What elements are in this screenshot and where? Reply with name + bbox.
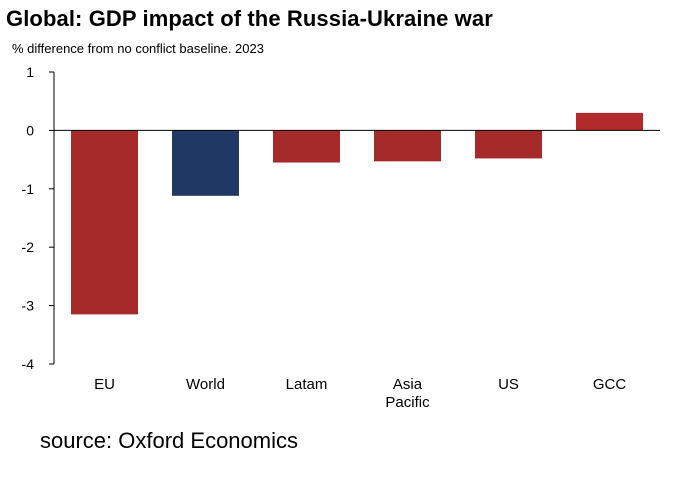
x-tick-label: EU [94, 376, 115, 393]
y-tick-label: -2 [22, 239, 35, 255]
y-tick-label: -4 [22, 356, 35, 372]
bar-chart: 1 0 -1 -2 -3 -4 EU World Latam Asia Pacific US GCC [22, 64, 660, 411]
bar-us [475, 130, 542, 159]
source-note: source: Oxford Economics [40, 428, 298, 453]
x-axis: EU World Latam Asia Pacific US GCC [54, 129, 660, 411]
bar-latam [273, 130, 340, 163]
chart-title: Global: GDP impact of the Russia-Ukraine… [6, 6, 493, 31]
x-tick-label: GCC [593, 376, 627, 393]
bar-world [172, 130, 239, 196]
y-tick-label: -1 [22, 181, 35, 197]
y-tick-label: -3 [22, 298, 35, 314]
bar-gcc [576, 112, 643, 131]
y-tick-label: 1 [26, 64, 34, 80]
chart-subtitle: % difference from no conflict baseline. … [12, 41, 264, 56]
x-tick-label: Asia Pacific [385, 376, 430, 411]
y-tick-label: 0 [26, 122, 34, 138]
x-tick-label: World [186, 376, 225, 393]
bar-asia-pacific [374, 130, 441, 162]
bars [71, 112, 643, 315]
x-tick-label: Latam [286, 376, 328, 393]
x-tick-label: US [498, 376, 519, 393]
y-axis: 1 0 -1 -2 -3 -4 [22, 64, 55, 372]
bar-eu [71, 130, 138, 315]
